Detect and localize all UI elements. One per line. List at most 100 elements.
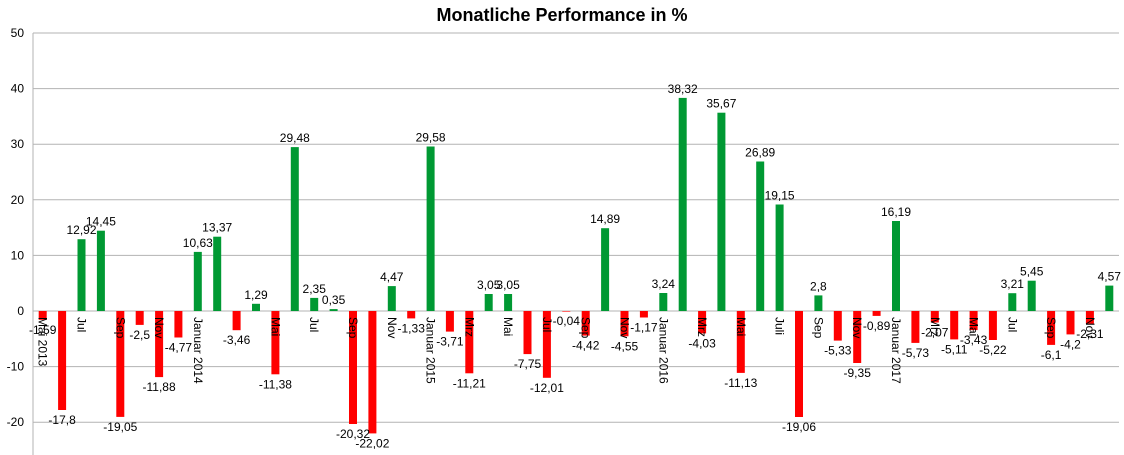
- x-tick-label: Jul: [540, 317, 554, 332]
- data-label: -1,59: [29, 323, 57, 337]
- bar-30: [601, 228, 610, 311]
- data-label: 10,63: [183, 236, 213, 250]
- bar-45: [892, 221, 900, 311]
- data-label: -0,04: [553, 314, 581, 328]
- y-tick-label: 10: [11, 248, 25, 262]
- bar-47: [930, 311, 939, 323]
- bar-54: [1066, 311, 1075, 335]
- bar-48: [950, 311, 959, 340]
- data-label: -5,11: [941, 342, 968, 356]
- x-tick-label: Mrz: [462, 317, 476, 337]
- bar-20: [407, 311, 416, 319]
- bar-39: [775, 204, 784, 311]
- data-label: 38,32: [668, 82, 698, 96]
- x-tick-label: Jul: [307, 317, 321, 332]
- data-label: 5,45: [1020, 265, 1044, 279]
- x-tick-label: Sep: [579, 317, 593, 339]
- bar-32: [639, 311, 648, 318]
- bar-52: [1027, 280, 1036, 311]
- data-label: -20,32: [336, 427, 370, 441]
- data-label: -4,2: [1060, 337, 1081, 351]
- x-tick-label: Nov: [1083, 317, 1097, 338]
- data-label: -5,22: [979, 343, 1007, 357]
- bar-40: [795, 311, 803, 417]
- data-label: -4,55: [611, 339, 639, 353]
- bar-44: [872, 311, 881, 316]
- bar-46: [911, 311, 920, 343]
- x-tick-label: Nov: [385, 317, 399, 338]
- x-tick-label: Januar 2014: [191, 317, 205, 384]
- chart-title: Monatliche Performance in %: [436, 5, 688, 25]
- y-tick-label: -20: [7, 415, 25, 429]
- y-tick-label: 40: [11, 82, 25, 96]
- bar-13: [271, 311, 280, 375]
- data-label: -22,02: [355, 436, 389, 450]
- data-label: 3,05: [496, 278, 520, 292]
- bar-56: [1105, 285, 1114, 311]
- x-tick-label: Sep: [113, 317, 127, 339]
- bar-25: [504, 294, 513, 311]
- data-label: 29,48: [280, 131, 310, 145]
- bar-38: [756, 161, 765, 311]
- bar-29: [581, 311, 590, 336]
- bar-15: [310, 297, 319, 311]
- bar-28: [562, 311, 571, 312]
- bar-50: [988, 311, 997, 340]
- bar-17: [349, 311, 357, 424]
- data-label: -3,43: [960, 333, 988, 347]
- bar-6: [135, 311, 144, 325]
- bar-10: [213, 236, 222, 311]
- x-tick-label: Mrz: [928, 317, 942, 337]
- data-label: -6,1: [1041, 348, 1062, 362]
- data-label: -11,13: [724, 376, 757, 390]
- y-tick-label: -10: [7, 360, 25, 374]
- x-tick-label: Nov: [618, 317, 632, 338]
- x-tick-label: Nov: [850, 317, 864, 338]
- bar-42: [833, 311, 842, 341]
- bar-24: [484, 294, 493, 311]
- bar-37: [736, 311, 745, 373]
- data-label: 14,45: [86, 215, 116, 229]
- data-label: -19,05: [103, 420, 137, 434]
- y-tick-labels: -20 -10 0 10 20 30 40 50: [7, 26, 25, 429]
- data-label: 2,35: [303, 282, 327, 296]
- bar-2: [58, 311, 67, 410]
- x-tick-label: Mai: [501, 317, 515, 336]
- data-label: 4,57: [1098, 270, 1122, 284]
- bar-12: [252, 303, 260, 311]
- data-label: 14,89: [590, 212, 620, 226]
- data-label: 16,19: [881, 205, 911, 219]
- bar-16: [329, 309, 338, 311]
- bar-9: [193, 251, 202, 311]
- data-label: 2,8: [810, 279, 827, 293]
- bar-19: [387, 286, 396, 311]
- bar-33: [659, 293, 668, 311]
- bar-14: [290, 147, 299, 311]
- bar-22: [445, 311, 454, 332]
- bar-3: [77, 239, 86, 311]
- bar-27: [542, 311, 551, 378]
- data-label: -0,89: [863, 319, 891, 333]
- bar-1: [38, 311, 47, 320]
- x-tick-label: Jul: [75, 317, 89, 332]
- x-tick-label: Jul: [1005, 317, 1019, 332]
- bar-49: [969, 311, 978, 331]
- x-tick-label: Januar 2015: [424, 317, 438, 384]
- x-tick-label: Juli: [773, 317, 787, 335]
- bar-36: [717, 112, 726, 311]
- bar-8: [174, 311, 183, 338]
- bar-51: [1008, 293, 1017, 311]
- y-tick-label: 50: [11, 26, 25, 40]
- data-label: -3,71: [436, 335, 464, 349]
- x-tick-label: Mai: [734, 317, 748, 336]
- data-label: -2,07: [921, 326, 949, 340]
- bar-23: [465, 311, 474, 374]
- data-label: -2,31: [1076, 327, 1104, 341]
- bar-21: [426, 146, 435, 311]
- data-label: -19,06: [782, 420, 816, 434]
- x-tick-label: Mai: [967, 317, 981, 336]
- data-label: 3,24: [652, 277, 676, 291]
- data-label: -3,46: [223, 333, 251, 347]
